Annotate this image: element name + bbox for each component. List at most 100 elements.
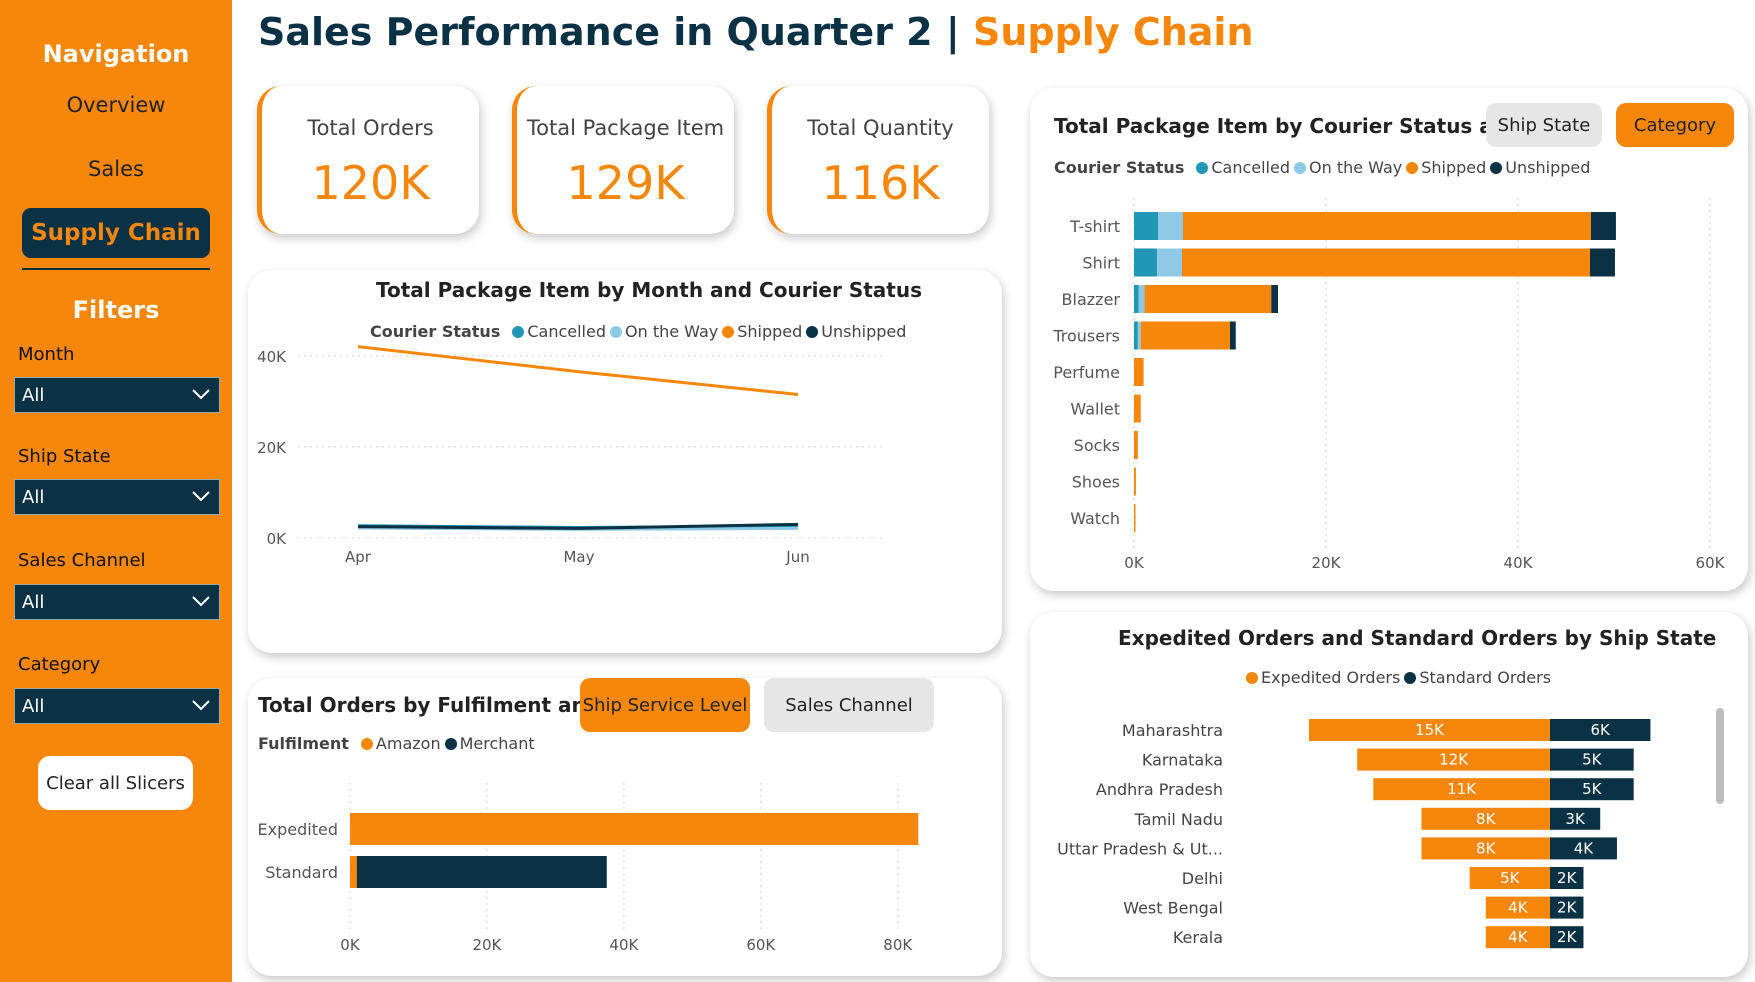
legend-item: On the Way xyxy=(625,322,719,341)
legend-title: Fulfilment xyxy=(258,734,349,753)
bar-segment-shipped xyxy=(1134,358,1144,386)
filter-sales-channel-label: Sales Channel xyxy=(18,550,146,571)
bar-segment-on-the-way xyxy=(1137,321,1141,350)
x-tick-label: 20K xyxy=(472,936,502,954)
y-category-label: Expedited xyxy=(258,820,338,839)
kpi-label: Total Orders xyxy=(307,116,434,140)
data-label-standard: 3K xyxy=(1565,810,1586,828)
data-label-standard: 5K xyxy=(1582,780,1603,798)
filter-ship-state-label: Ship State xyxy=(18,446,111,467)
bar-segment-shipped xyxy=(1144,285,1272,313)
bar-standard xyxy=(1550,896,1584,919)
data-label-expedited: 8K xyxy=(1476,839,1497,857)
category-button[interactable]: Category xyxy=(1616,103,1734,147)
data-label-standard: 6K xyxy=(1591,721,1612,739)
bar-segment-unshipped xyxy=(1590,212,1616,240)
series-line-unshipped xyxy=(357,522,799,530)
navigation-title: Navigation xyxy=(42,40,190,68)
bar-expedited xyxy=(1485,896,1550,919)
kpi-value: 129K xyxy=(566,156,685,210)
ship-state-button[interactable]: Ship State xyxy=(1486,103,1602,147)
data-label-expedited: 15K xyxy=(1415,721,1445,739)
ship-state-scrollbar[interactable] xyxy=(1716,708,1724,804)
bar-segment-unshipped xyxy=(1590,248,1615,277)
bar-segment-shipped xyxy=(1134,504,1136,532)
legend-dot-unshipped xyxy=(1490,161,1503,174)
nav-supply-chain[interactable]: Supply Chain xyxy=(22,208,210,258)
legend-title: Courier Status xyxy=(370,322,501,341)
state-label: West Bengal xyxy=(1123,899,1223,918)
bar-segment-on-the-way xyxy=(1138,285,1145,313)
filter-category-label: Category xyxy=(18,654,101,675)
legend-item: Shipped xyxy=(737,322,803,341)
bar-segment-shipped xyxy=(1182,212,1591,240)
state-label: Delhi xyxy=(1182,869,1223,888)
data-label-standard: 2K xyxy=(1557,928,1578,946)
kpi-value: 116K xyxy=(821,156,940,210)
kpi-label: Total Quantity xyxy=(807,116,954,140)
sales-channel-button[interactable]: Sales Channel xyxy=(764,678,934,732)
y-category-label: T-shirt xyxy=(1069,217,1120,236)
legend-item: Merchant xyxy=(459,734,535,753)
x-tick-label: 20K xyxy=(1312,554,1342,572)
bar-standard xyxy=(1550,837,1617,860)
nav-divider xyxy=(22,268,210,270)
ship-service-level-button[interactable]: Ship Service Level xyxy=(580,678,750,732)
bar-segment-cancelled xyxy=(1134,212,1158,240)
data-label-expedited: 4K xyxy=(1508,928,1529,946)
y-tick-label: 20K xyxy=(257,439,287,457)
page-title: Sales Performance in Quarter 2 | Supply … xyxy=(258,10,1254,54)
bar-expedited xyxy=(1421,837,1550,860)
x-tick-label: 0K xyxy=(1124,554,1145,572)
filter-ship-state-dropdown[interactable]: All xyxy=(14,479,220,515)
legend-dot-amazon xyxy=(360,737,373,750)
legend-dot-on-the-way xyxy=(1294,161,1306,174)
chevron-down-icon xyxy=(192,389,210,400)
x-tick-label: 80K xyxy=(883,936,913,954)
y-category-label: Wallet xyxy=(1070,400,1120,419)
filter-month-label: Month xyxy=(18,344,75,365)
bar-amazon xyxy=(350,856,357,888)
kpi-card-total-orders: Total Orders 120K xyxy=(257,86,479,234)
filter-month-dropdown[interactable]: All xyxy=(14,377,220,413)
bar-segment-on-the-way xyxy=(1158,212,1183,240)
ship-state-chart-title: Expedited Orders and Standard Orders by … xyxy=(1118,626,1717,650)
y-tick-label: 0K xyxy=(267,530,288,548)
chevron-down-icon xyxy=(192,700,210,711)
filter-category-dropdown[interactable]: All xyxy=(14,688,220,724)
courier-category-chart-title: Total Package Item by Courier Status and xyxy=(1054,114,1522,138)
legend-item: Expedited Orders xyxy=(1261,668,1401,687)
legend-dot-expedited xyxy=(1246,671,1258,684)
fulfilment-chart-plot: 0K 20K 40K 60K 80K Expedited Standard xyxy=(258,783,919,954)
bar-segment-cancelled xyxy=(1134,285,1139,313)
bar-expedited xyxy=(1421,807,1550,830)
data-label-expedited: 5K xyxy=(1500,869,1521,887)
bar-segment-shipped xyxy=(1134,394,1141,423)
legend-item: Cancelled xyxy=(527,322,606,341)
legend-item: Amazon xyxy=(375,734,441,753)
legend-item: Shipped xyxy=(1421,158,1487,177)
courier-category-chart-plot: 0K 20K 40K 60K T-shirt Shirt Blazzer Trousers Pe… xyxy=(1052,198,1726,572)
state-label: Maharashtra xyxy=(1122,721,1223,740)
legend-dot-merchant xyxy=(444,737,457,750)
y-category-label: Standard xyxy=(265,863,338,882)
nav-sales[interactable]: Sales xyxy=(88,157,144,181)
ship-state-legend: Expedited Orders Standard Orders xyxy=(1242,668,1551,687)
state-label: Andhra Pradesh xyxy=(1096,780,1223,799)
nav-overview[interactable]: Overview xyxy=(66,93,166,117)
legend-item: On the Way xyxy=(1309,158,1403,177)
legend-dot-unshipped xyxy=(806,325,819,338)
state-label: Uttar Pradesh & Ut... xyxy=(1057,839,1223,858)
line-chart-title: Total Package Item by Month and Courier … xyxy=(376,278,922,302)
legend-dot-standard xyxy=(1404,671,1417,684)
clear-slicers-button[interactable]: Clear all Slicers xyxy=(38,756,193,810)
y-category-label: Shoes xyxy=(1072,473,1120,492)
filter-sales-channel-dropdown[interactable]: All xyxy=(14,584,220,620)
bar-expedited xyxy=(1485,926,1550,949)
bar-expedited xyxy=(1357,748,1550,771)
filter-ship-state-value: All xyxy=(22,486,45,508)
state-label: Kerala xyxy=(1173,928,1223,947)
legend-dot-cancelled xyxy=(1196,161,1209,174)
bar-segment-on-the-way xyxy=(1157,248,1182,277)
legend-dot-cancelled xyxy=(512,325,525,338)
